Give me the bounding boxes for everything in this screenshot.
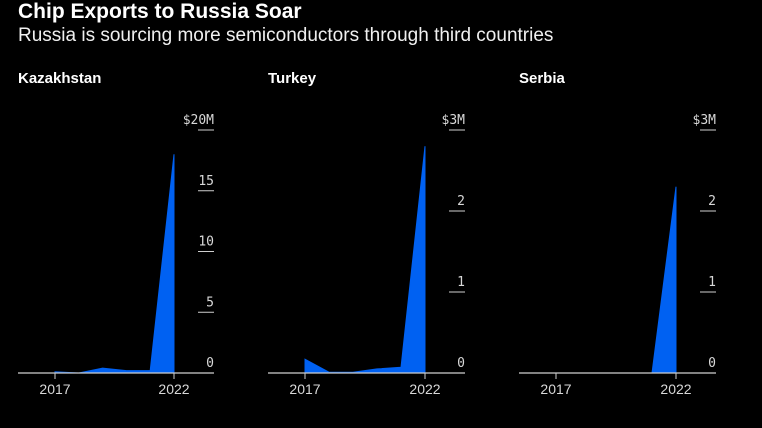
y-tick-label: 2 (457, 194, 465, 209)
y-tick-label: 5 (206, 295, 214, 310)
series-area (304, 146, 426, 374)
x-tick-label: 2017 (540, 381, 571, 397)
y-tick-label: 1 (457, 275, 465, 290)
y-tick-label: $3M (693, 113, 717, 128)
y-tick-label: $20M (183, 113, 214, 128)
series-area (556, 186, 677, 374)
series-area (54, 154, 175, 374)
x-tick-label: 2022 (158, 381, 189, 397)
y-tick-label: 1 (708, 275, 716, 290)
y-tick-label: $3M (442, 113, 466, 128)
x-tick-label: 2017 (289, 381, 320, 397)
y-tick-label: 0 (708, 356, 716, 371)
x-tick-label: 2022 (409, 381, 440, 397)
chart-title: Chip Exports to Russia Soar (18, 0, 302, 23)
panel-kazakhstan: Kazakhstan 0 5 10 15 $20M 2017 2022 (18, 70, 214, 397)
panel-title: Turkey (268, 70, 317, 87)
panel-turkey: Turkey 0 1 2 $3M 2017 2022 (268, 70, 465, 397)
panel-title: Kazakhstan (18, 70, 101, 87)
x-tick-label: 2022 (660, 381, 691, 397)
x-tick-label: 2017 (39, 381, 70, 397)
panel-title: Serbia (519, 70, 566, 87)
y-tick-label: 0 (206, 356, 214, 371)
chart-subtitle: Russia is sourcing more semiconductors t… (18, 25, 554, 46)
panel-serbia: Serbia 0 1 2 $3M 2017 2022 (519, 70, 716, 397)
y-tick-label: 10 (198, 235, 214, 250)
y-tick-label: 15 (198, 174, 214, 189)
y-tick-label: 2 (708, 194, 716, 209)
y-tick-label: 0 (457, 356, 465, 371)
